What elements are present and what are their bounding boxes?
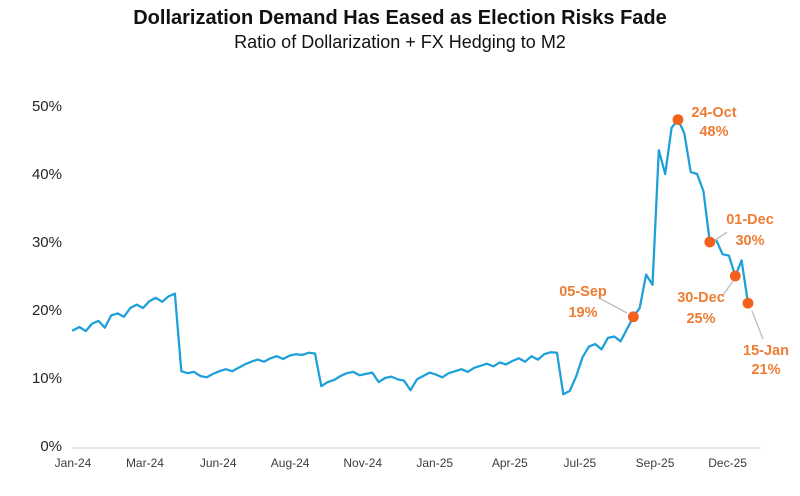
annotation-dot xyxy=(672,114,684,125)
y-tick-label: 10% xyxy=(32,370,62,387)
y-axis-labels: 0% 10% 20% 30% 40% 50% xyxy=(32,98,62,455)
annotation-leader-line xyxy=(600,298,628,314)
x-tick-label: Nov-24 xyxy=(343,456,382,470)
x-tick-label: Apr-25 xyxy=(492,456,528,470)
annotation-dot xyxy=(704,236,716,248)
x-axis-labels: Jan-24 Mar-24 Jun-24 Aug-24 Nov-24 Jan-25 Apr-… xyxy=(55,456,748,470)
annotation-dot xyxy=(627,311,639,323)
annotation-dot xyxy=(729,270,741,282)
x-tick-label: Jul-25 xyxy=(564,456,597,470)
y-tick-label: 50% xyxy=(32,98,62,115)
annotation-dot xyxy=(742,297,754,309)
y-tick-label: 40% xyxy=(32,166,62,183)
chart-subtitle: Ratio of Dollarization + FX Hedging to M… xyxy=(234,32,566,52)
x-tick-label: Jun-24 xyxy=(200,456,237,470)
annotations-layer: 05-Sep 19% 24-Oct 48% 01-Dec 30% 30-Dec 25% 15-J… xyxy=(559,105,789,378)
x-tick-label: Mar-24 xyxy=(126,456,164,470)
x-tick-label: Sep-25 xyxy=(636,456,675,470)
y-tick-label: 30% xyxy=(32,234,62,251)
y-tick-label: 20% xyxy=(32,302,62,319)
chart-title: Dollarization Demand Has Eased as Electi… xyxy=(133,7,667,29)
annotation-value-label: 30% xyxy=(735,233,764,249)
annotation-value-label: 19% xyxy=(568,305,597,321)
y-tick-label: 0% xyxy=(40,438,62,455)
dollarization-ratio-line xyxy=(71,118,750,396)
annotation-leader-line xyxy=(713,231,728,242)
annotation-date-label: 30-Dec xyxy=(677,290,725,306)
annotation-date-label: 24-Oct xyxy=(691,105,736,121)
annotation-date-label: 15-Jan xyxy=(743,343,789,359)
annotation-date-label: 05-Sep xyxy=(559,284,607,300)
annotation-value-label: 21% xyxy=(751,362,780,378)
x-tick-label: Aug-24 xyxy=(271,456,310,470)
x-tick-label: Jan-25 xyxy=(416,456,453,470)
x-tick-label: Jan-24 xyxy=(55,456,92,470)
annotation-value-label: 25% xyxy=(686,311,715,327)
annotation-value-label: 48% xyxy=(699,124,728,140)
annotation-leader-line xyxy=(722,280,734,296)
annotation-leader-line xyxy=(751,310,764,340)
x-tick-label: Dec-25 xyxy=(708,456,747,470)
annotation-date-label: 01-Dec xyxy=(726,212,774,228)
